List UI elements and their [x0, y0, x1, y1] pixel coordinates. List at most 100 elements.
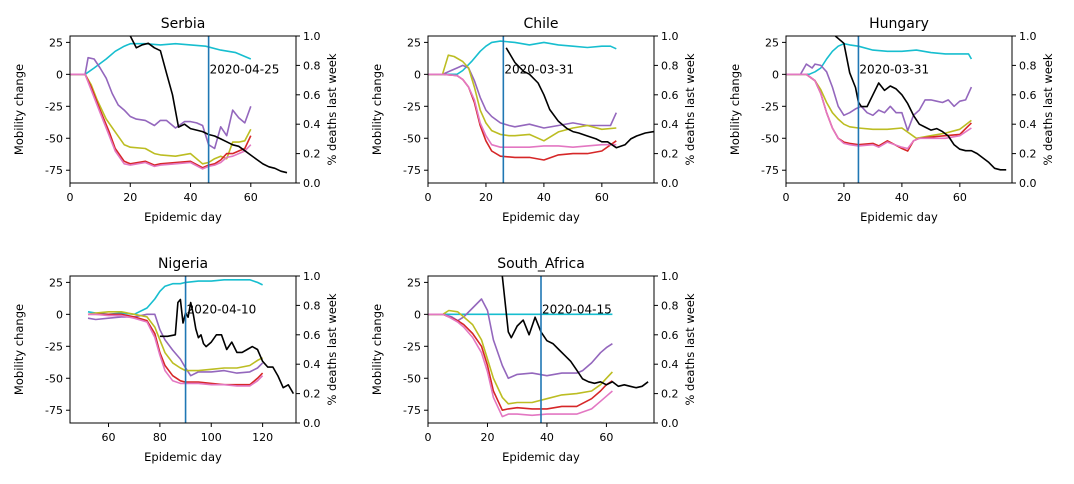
x-tick-label: 80 [153, 431, 167, 444]
x-tick-label: 0 [425, 431, 432, 444]
x-tick-label: 20 [480, 431, 494, 444]
series-line-black [159, 298, 295, 395]
y-tick-label: 25 [49, 36, 63, 49]
x-axis-label: Epidemic day [860, 210, 938, 224]
date-marker-label: 2020-03-31 [504, 62, 574, 76]
y2-tick-label: 0.6 [661, 89, 679, 102]
x-tick-label: 40 [184, 191, 198, 204]
series-line-red [428, 313, 613, 412]
y2-tick-label: 0.0 [661, 417, 679, 430]
series-line-cyan [786, 42, 973, 76]
y2-tick-label: 0.8 [303, 299, 321, 312]
x-tick-label: 20 [123, 191, 137, 204]
panel-chile: 2020-03-31 0 20 40 60 25 0 -25 -50 -75 0.0 0.2 0.4 0.… [370, 16, 697, 224]
y-tick-label: -75 [403, 404, 421, 417]
y-tick-label: -25 [45, 340, 63, 353]
series-line-black [505, 47, 654, 149]
y2-tick-label: 0.0 [303, 177, 321, 190]
y2-tick-label: 0.4 [661, 118, 679, 131]
y-axis-label: Mobility change [370, 64, 384, 155]
axes-frame [69, 275, 297, 424]
y2-tick-label: 0.2 [303, 148, 321, 161]
axes-frame [69, 35, 297, 184]
y2-tick-label: 0.8 [661, 59, 679, 72]
date-marker-label: 2020-03-31 [859, 62, 929, 76]
x-tick-label: 60 [595, 191, 609, 204]
y-tick-label: 0 [56, 68, 63, 81]
plot-area [87, 276, 295, 423]
series-line-cyan [87, 278, 263, 316]
x-tick-label: 60 [953, 191, 967, 204]
series-line-black [501, 276, 649, 389]
panel-hungary: 2020-03-31 0 20 40 60 25 0 -25 -50 -75 0.0 0.2 0.4 0.… [728, 16, 1055, 224]
y-tick-label: -25 [761, 100, 779, 113]
series-line-purple [786, 63, 973, 132]
y2-tick-label: 0.8 [303, 59, 321, 72]
x-tick-label: 60 [599, 431, 613, 444]
axes-frame [785, 35, 1013, 184]
panel-south_africa: 2020-04-15 0 20 40 60 25 0 -25 -50 -75 0.0 0.2 0.4 0.… [370, 256, 697, 464]
plot-area [786, 36, 1007, 183]
y2-tick-label: 0.6 [303, 89, 321, 102]
y2-tick-label: 0.0 [1019, 177, 1037, 190]
y-tick-label: 25 [49, 276, 63, 289]
y-tick-label: -50 [403, 372, 421, 385]
series-line-purple [428, 298, 613, 380]
axes-frame [427, 35, 655, 184]
y-tick-label: 25 [407, 36, 421, 49]
date-marker-label: 2020-04-25 [210, 62, 280, 76]
x-axis-label: Epidemic day [502, 210, 580, 224]
y-tick-label: -25 [45, 100, 63, 113]
panel-serbia: 2020-04-25 0 20 40 60 25 0 -25 -50 -75 0.0 0.2 0.4 0.… [12, 16, 339, 224]
panel-title: Hungary [869, 16, 929, 32]
x-tick-label: 20 [479, 191, 493, 204]
y2-tick-label: 0.2 [1019, 148, 1037, 161]
series-line-pink [786, 73, 972, 150]
y2-tick-label: 0.2 [661, 388, 679, 401]
series-line-olive [70, 73, 252, 165]
panel-title: Nigeria [158, 256, 208, 272]
series-line-black [834, 36, 1007, 171]
series-line-pink [70, 73, 252, 170]
series-line-olive [428, 309, 613, 405]
y2-tick-label: 1.0 [661, 270, 679, 283]
y2-tick-label: 1.0 [303, 270, 321, 283]
date-marker-label: 2020-04-10 [187, 302, 257, 316]
y2-tick-label: 1.0 [303, 30, 321, 43]
y2-tick-label: 0.6 [303, 329, 321, 342]
plot-area [428, 276, 649, 423]
plot-area [70, 36, 288, 183]
y-axis-label: Mobility change [12, 304, 26, 395]
x-tick-label: 0 [425, 191, 432, 204]
y2-tick-label: 1.0 [1019, 30, 1037, 43]
y2-axis-label: % deaths last week [325, 293, 339, 405]
y2-tick-label: 0.0 [661, 177, 679, 190]
axes-frame [427, 275, 655, 424]
x-tick-label: 0 [67, 191, 74, 204]
y2-tick-label: 0.0 [303, 417, 321, 430]
y-tick-label: -50 [761, 132, 779, 145]
y-tick-label: -25 [403, 340, 421, 353]
y2-tick-label: 0.2 [661, 148, 679, 161]
y-tick-label: -75 [403, 164, 421, 177]
x-tick-label: 60 [244, 191, 258, 204]
y-tick-label: -25 [403, 100, 421, 113]
x-tick-label: 120 [252, 431, 273, 444]
panel-title: South_Africa [497, 256, 585, 272]
y2-tick-label: 1.0 [661, 30, 679, 43]
y-axis-label: Mobility change [12, 64, 26, 155]
panel-title: Chile [523, 16, 558, 32]
x-tick-label: 0 [783, 191, 790, 204]
y-axis-label: Mobility change [370, 304, 384, 395]
y-tick-label: 25 [765, 36, 779, 49]
series-line-pink [88, 313, 264, 387]
y-tick-label: -50 [45, 132, 63, 145]
x-tick-label: 40 [540, 431, 554, 444]
y-axis-label: Mobility change [728, 64, 742, 155]
y2-axis-label: % deaths last week [683, 293, 697, 405]
y2-tick-label: 0.8 [661, 299, 679, 312]
y-tick-label: -75 [45, 404, 63, 417]
series-line-pink [428, 73, 617, 148]
panel-nigeria: 2020-04-10 60 80 100 120 25 0 -25 -50 -75 0.0 0.2 0.… [12, 256, 339, 464]
